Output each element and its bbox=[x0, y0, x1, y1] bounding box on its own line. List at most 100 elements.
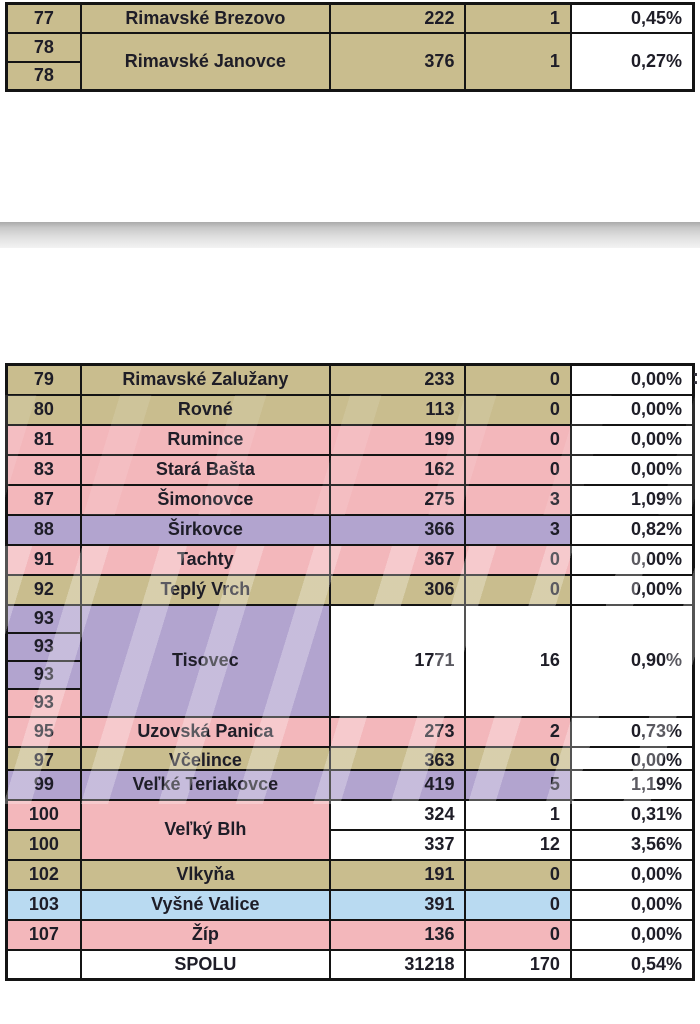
cell-percentage: 0,27% bbox=[569, 31, 695, 92]
cell-municipality: Rimavské Brezovo bbox=[79, 2, 331, 34]
cell-total-count: 31218 bbox=[328, 948, 467, 981]
cell-cases: 0 bbox=[464, 745, 572, 771]
cell-municipality: Šimonovce bbox=[79, 483, 331, 516]
cell-percentage: 0,45% bbox=[569, 2, 695, 34]
cell-cases: 5 bbox=[464, 768, 572, 801]
cell-percentage: 0,82% bbox=[569, 513, 695, 546]
table-row: 78 Rimavské Janovce 376 1 0,27% bbox=[5, 31, 695, 92]
cell-count: 376 bbox=[328, 31, 467, 92]
cell-row-number bbox=[5, 948, 82, 981]
cell-row-number: 100 bbox=[5, 828, 82, 861]
cell-cases: 0 bbox=[464, 888, 572, 921]
cell-row-number: 93 bbox=[5, 659, 82, 690]
cell-cases: 1 bbox=[464, 31, 572, 92]
cell-municipality: Veľké Teriakovce bbox=[79, 768, 331, 801]
cell-row-number: 87 bbox=[5, 483, 82, 516]
cell-count: 113 bbox=[328, 393, 467, 426]
cell-count: 324 bbox=[328, 798, 467, 831]
cell-count: 391 bbox=[328, 888, 467, 921]
cell-percentage: 0,00% bbox=[569, 423, 695, 456]
table-row: 103 Vyšné Valice 391 0 0,00% bbox=[5, 888, 695, 921]
cell-count: 273 bbox=[328, 715, 467, 748]
cell-row-number: 78 bbox=[5, 60, 82, 92]
table-row: 88 Širkovce 366 3 0,82% bbox=[5, 513, 695, 546]
table-row: 99 Veľké Teriakovce 419 5 1,19% bbox=[5, 768, 695, 801]
cell-municipality: Širkovce bbox=[79, 513, 331, 546]
cell-municipality: Rimavské Janovce bbox=[79, 31, 331, 92]
cell-cases: 3 bbox=[464, 483, 572, 516]
cell-municipality: Teplý Vrch bbox=[79, 573, 331, 606]
cell-cases: 0 bbox=[464, 423, 572, 456]
table-row: 83 Stará Bašta 162 0 0,00% bbox=[5, 453, 695, 486]
cell-cases: 2 bbox=[464, 715, 572, 748]
cell-row-number: 93 bbox=[5, 687, 82, 718]
cell-cases: 0 bbox=[464, 393, 572, 426]
cell-cases: 0 bbox=[464, 453, 572, 486]
cell-percentage: 0,00% bbox=[569, 745, 695, 771]
cell-count: 366 bbox=[328, 513, 467, 546]
table-row: 93 bbox=[5, 687, 694, 718]
clipped-text-fragment: : bbox=[692, 366, 699, 389]
cell-municipality: Vlkyňa bbox=[79, 858, 331, 891]
cell-count: 222 bbox=[328, 2, 467, 34]
table-row: 79 Rimavské Zalužany 233 0 0,00% bbox=[5, 363, 695, 396]
cell-row-number: 81 bbox=[5, 423, 82, 456]
cell-percentage: 0,00% bbox=[569, 543, 695, 576]
cell-count: 419 bbox=[328, 768, 467, 801]
cell-municipality: Rimavské Zalužany bbox=[79, 363, 331, 396]
municipality-table-top: 77 Rimavské Brezovo 222 1 0,45% 78 Rimavské Ja… bbox=[5, 2, 695, 92]
table-row: 102 Vlkyňa 191 0 0,00% bbox=[5, 858, 695, 891]
cell-cases: 12 bbox=[464, 828, 572, 861]
table-row: 93 bbox=[5, 659, 694, 690]
cell-count: 191 bbox=[328, 858, 467, 891]
cell-row-number: 93 bbox=[5, 631, 82, 662]
cell-row-number: 99 bbox=[5, 768, 82, 801]
cell-row-number: 78 bbox=[5, 31, 82, 63]
cell-cases: 16 bbox=[464, 603, 572, 718]
cell-percentage: 0,00% bbox=[569, 858, 695, 891]
table-row: 80 Rovné 113 0 0,00% bbox=[5, 393, 695, 426]
cell-cases: 0 bbox=[464, 363, 572, 396]
cell-row-number: 93 bbox=[5, 603, 82, 634]
cell-percentage: 0,00% bbox=[569, 888, 695, 921]
cell-cases: 1 bbox=[464, 2, 572, 34]
municipality-table-bottom: 79 Rimavské Zalužany 233 0 0,00% 80 Rovné 113 0 0… bbox=[5, 363, 695, 981]
cell-row-number: 102 bbox=[5, 858, 82, 891]
cell-cases: 0 bbox=[464, 573, 572, 606]
cell-municipality: Rovné bbox=[79, 393, 331, 426]
cell-percentage: 0,00% bbox=[569, 363, 695, 396]
cell-total-label: SPOLU bbox=[79, 948, 331, 981]
cell-row-number: 91 bbox=[5, 543, 82, 576]
cell-municipality: Žíp bbox=[79, 918, 331, 951]
cell-municipality: Rumince bbox=[79, 423, 331, 456]
cell-cases: 0 bbox=[464, 543, 572, 576]
cell-count: 363 bbox=[328, 745, 467, 771]
table-row: 91 Tachty 367 0 0,00% bbox=[5, 543, 695, 576]
table-row: 87 Šimonovce 275 3 1,09% bbox=[5, 483, 695, 516]
cell-count: 337 bbox=[328, 828, 467, 861]
cell-count: 136 bbox=[328, 918, 467, 951]
cell-municipality: Vyšné Valice bbox=[79, 888, 331, 921]
cell-percentage: 0,73% bbox=[569, 715, 695, 748]
table-row: 78 bbox=[5, 60, 694, 92]
table-row: 107 Žíp 136 0 0,00% bbox=[5, 918, 695, 951]
table-row: 97 Včelince 363 0 0,00% bbox=[5, 745, 695, 771]
cell-total-cases: 170 bbox=[464, 948, 572, 981]
table-row: SPOLU 31218 170 0,54% bbox=[5, 948, 695, 981]
cell-row-number: 88 bbox=[5, 513, 82, 546]
cell-count: 367 bbox=[328, 543, 467, 576]
cell-percentage: 0,00% bbox=[569, 393, 695, 426]
cell-percentage: 1,09% bbox=[569, 483, 695, 516]
page-break-bar bbox=[0, 222, 700, 248]
cell-row-number: 79 bbox=[5, 363, 82, 396]
cell-row-number: 103 bbox=[5, 888, 82, 921]
cell-municipality: Veľký Blh bbox=[79, 798, 331, 861]
cell-municipality: Uzovská Panica bbox=[79, 715, 331, 748]
cell-row-number: 80 bbox=[5, 393, 82, 426]
cell-percentage: 0,00% bbox=[569, 918, 695, 951]
cell-count: 306 bbox=[328, 573, 467, 606]
cell-municipality: Tisovec bbox=[79, 603, 331, 718]
cell-count: 1771 bbox=[328, 603, 467, 718]
cell-row-number: 100 bbox=[5, 798, 82, 831]
